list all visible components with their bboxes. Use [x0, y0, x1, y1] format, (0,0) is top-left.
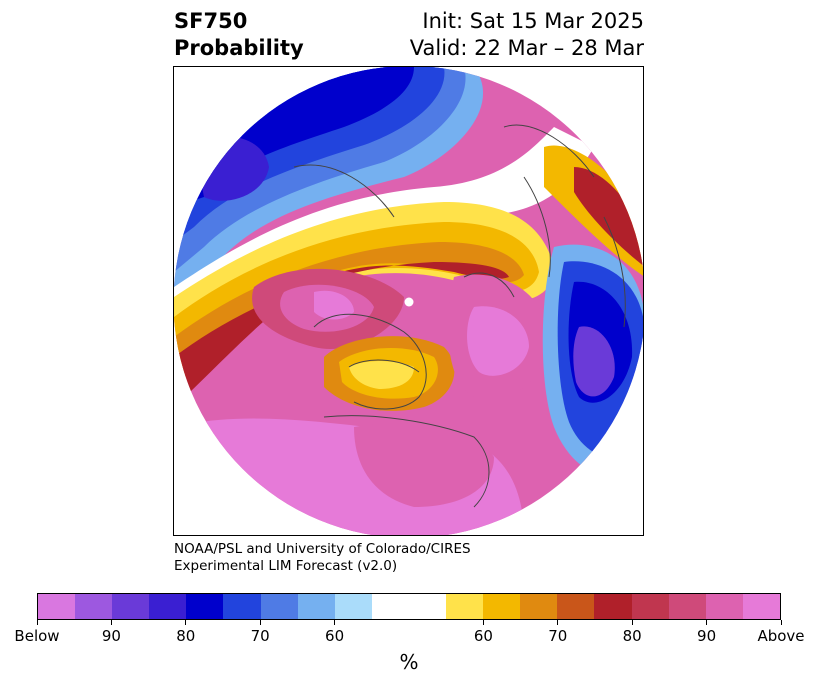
colorbar — [37, 593, 781, 620]
colorbar-segment — [112, 594, 150, 619]
coastlines — [293, 124, 626, 508]
colorbar-segment — [149, 594, 187, 619]
colorbar-segment — [334, 594, 372, 619]
colorbar-tick-label: 70 — [250, 627, 270, 645]
subtitle-label: Probability — [174, 36, 304, 60]
date-info: Init: Sat 15 Mar 2025 Valid: 22 Mar – 28… — [410, 8, 644, 62]
colorbar-segment — [297, 594, 335, 619]
colorbar-segment — [557, 594, 595, 619]
colorbar-tick-label: Above — [757, 627, 805, 645]
pole-marker — [404, 297, 414, 307]
variable-label: SF750 — [174, 9, 248, 33]
credit-line-2: Experimental LIM Forecast (v2.0) — [174, 558, 398, 574]
colorbar-segment — [38, 594, 76, 619]
colorbar-segment — [260, 594, 298, 619]
colorbar-segment — [742, 594, 780, 619]
colorbar-tick — [706, 620, 708, 625]
colorbar-tick-label: 80 — [622, 627, 642, 645]
colorbar-segment — [631, 594, 669, 619]
colorbar-tick-label: 70 — [548, 627, 568, 645]
colorbar-segment — [594, 594, 632, 619]
colorbar-tick — [482, 620, 484, 625]
colorbar-tick-label: Below — [14, 627, 60, 645]
colorbar-segment — [223, 594, 261, 619]
colorbar-segment — [668, 594, 706, 619]
colorbar-segment — [408, 594, 447, 619]
colorbar-segment — [186, 594, 224, 619]
colorbar-segment — [520, 594, 558, 619]
valid-dates: Valid: 22 Mar – 28 Mar — [409, 36, 644, 60]
credit-line-1: NOAA/PSL and University of Colorado/CIRE… — [174, 541, 471, 557]
colorbar-tick — [110, 620, 112, 625]
colorbar-tick — [259, 620, 261, 625]
colorbar-tick — [185, 620, 187, 625]
init-date: Init: Sat 15 Mar 2025 — [422, 9, 644, 33]
colorbar-tick — [36, 620, 38, 625]
map-title: SF750 Probability — [174, 8, 304, 62]
colorbar-tick-label: 80 — [176, 627, 196, 645]
colorbar-segment — [371, 594, 409, 619]
colorbar-unit: % — [399, 650, 419, 674]
polar-map — [174, 67, 643, 535]
colorbar-tick — [631, 620, 633, 625]
colorbar-segment — [705, 594, 743, 619]
colorbar-tick-label: 90 — [697, 627, 717, 645]
colorbar-tick — [780, 620, 782, 625]
colorbar-tick-label: 60 — [325, 627, 345, 645]
colorbar-tick — [334, 620, 336, 625]
colorbar-segment — [75, 594, 113, 619]
colorbar-segment — [483, 594, 521, 619]
colorbar-tick-label: 60 — [473, 627, 493, 645]
map-panel — [173, 66, 644, 536]
colorbar-segment — [446, 594, 484, 619]
credit-text: NOAA/PSL and University of Colorado/CIRE… — [174, 541, 471, 575]
colorbar-tick — [557, 620, 559, 625]
colorbar-tick-label: 90 — [101, 627, 121, 645]
